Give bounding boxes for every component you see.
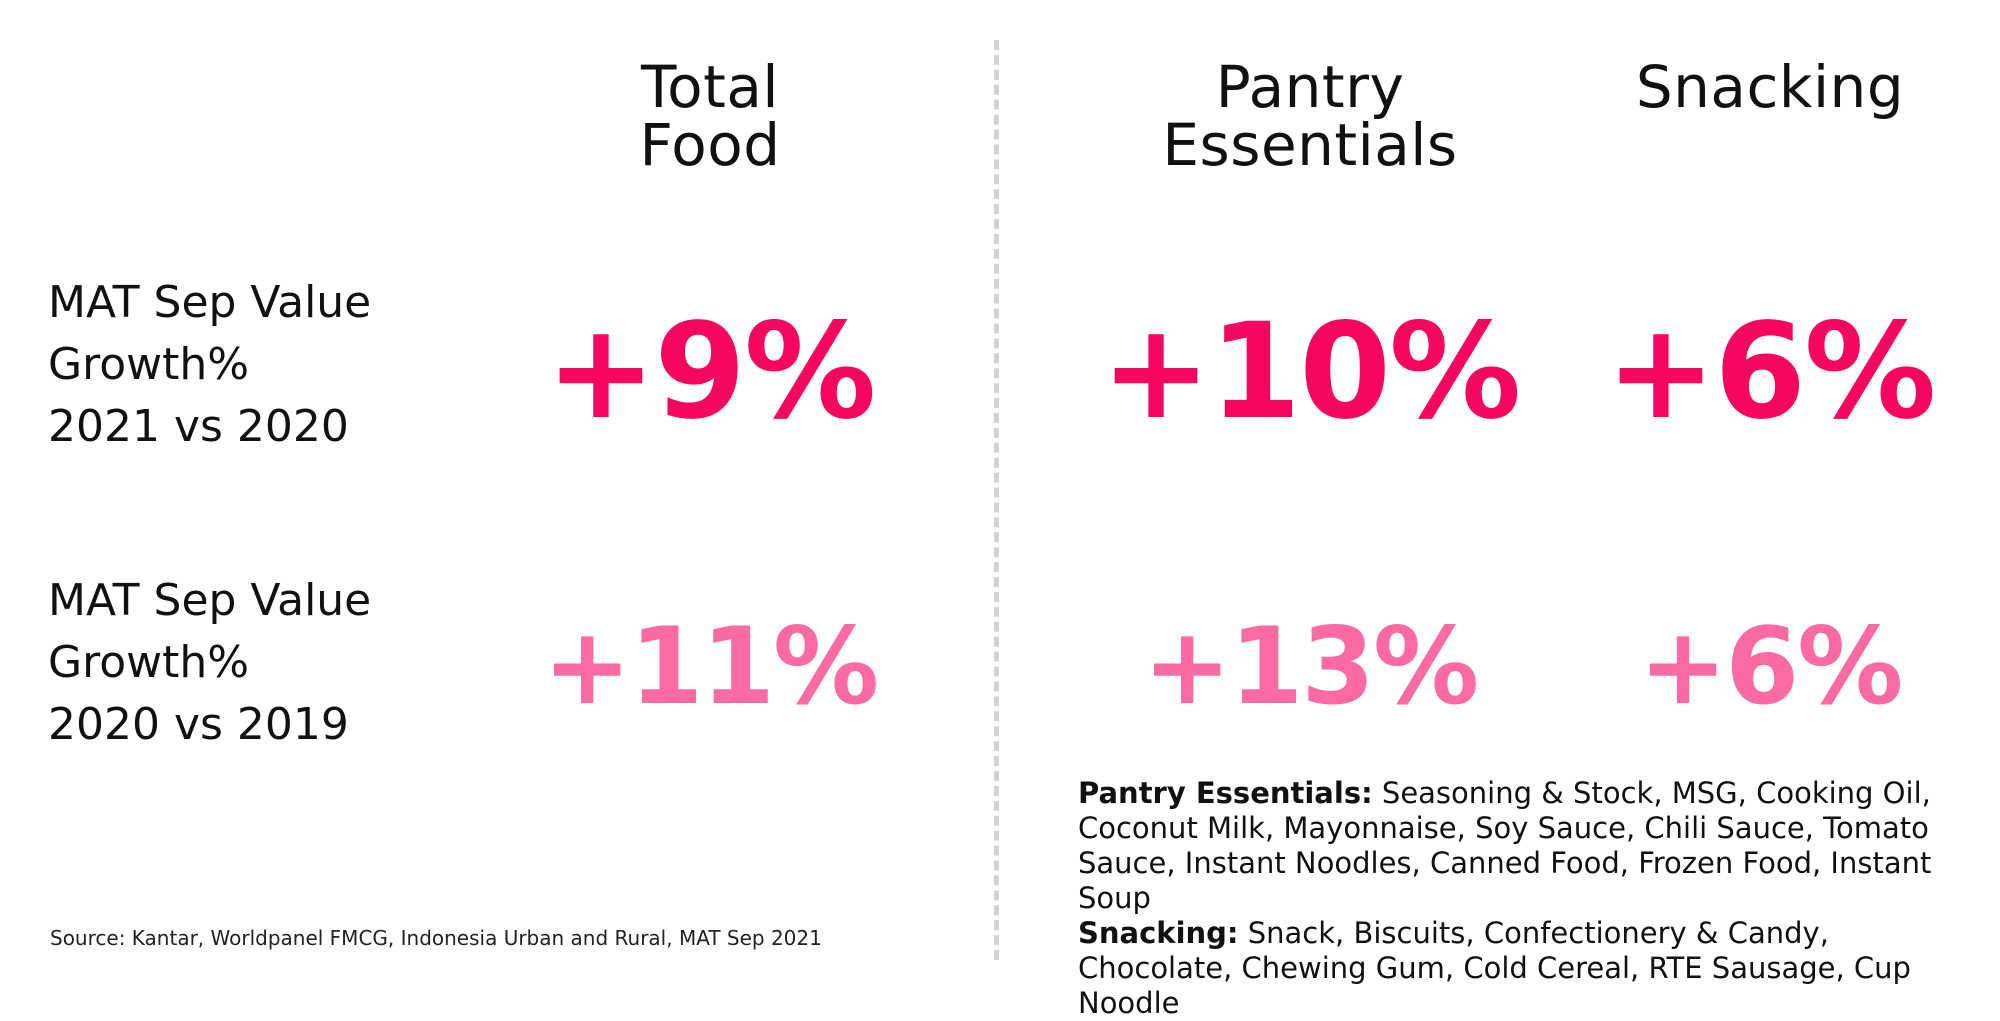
- source-note: Source: Kantar, Worldpanel FMCG, Indones…: [50, 926, 822, 950]
- dashed-divider: [994, 40, 999, 960]
- value-pantry-essentials-2021: +10%: [1100, 295, 1522, 449]
- value-total-food-2020: +11%: [542, 605, 880, 728]
- row-label-2021-vs-2020: MAT Sep Value Growth% 2021 vs 2020: [48, 277, 372, 452]
- value-pantry-essentials-2020: +13%: [1142, 605, 1480, 728]
- snacking-definition-label: Snacking:: [1078, 916, 1239, 950]
- value-snacking-2021: +6%: [1605, 295, 1937, 449]
- row-label-2020-vs-2019: MAT Sep Value Growth% 2020 vs 2019: [48, 575, 372, 750]
- snacking-definition-text: Snack, Biscuits, Confectionery & Candy, …: [1078, 916, 1911, 1020]
- value-total-food-2021: +9%: [545, 295, 877, 449]
- category-definitions: Pantry Essentials: Seasoning & Stock, MS…: [1078, 776, 1978, 1021]
- snacking-definition: Snacking: Snack, Biscuits, Confectionery…: [1078, 916, 1978, 1021]
- column-header-pantry-essentials: Pantry Essentials: [1162, 53, 1458, 179]
- pantry-definition-text: Seasoning & Stock, MSG, Cooking Oil, Coc…: [1078, 776, 1932, 915]
- column-header-total-food: Total Food: [639, 53, 781, 179]
- column-header-snacking: Snacking: [1635, 53, 1905, 121]
- value-snacking-2020: +6%: [1638, 605, 1904, 728]
- pantry-definition: Pantry Essentials: Seasoning & Stock, MS…: [1078, 776, 1978, 916]
- pantry-definition-label: Pantry Essentials:: [1078, 776, 1373, 810]
